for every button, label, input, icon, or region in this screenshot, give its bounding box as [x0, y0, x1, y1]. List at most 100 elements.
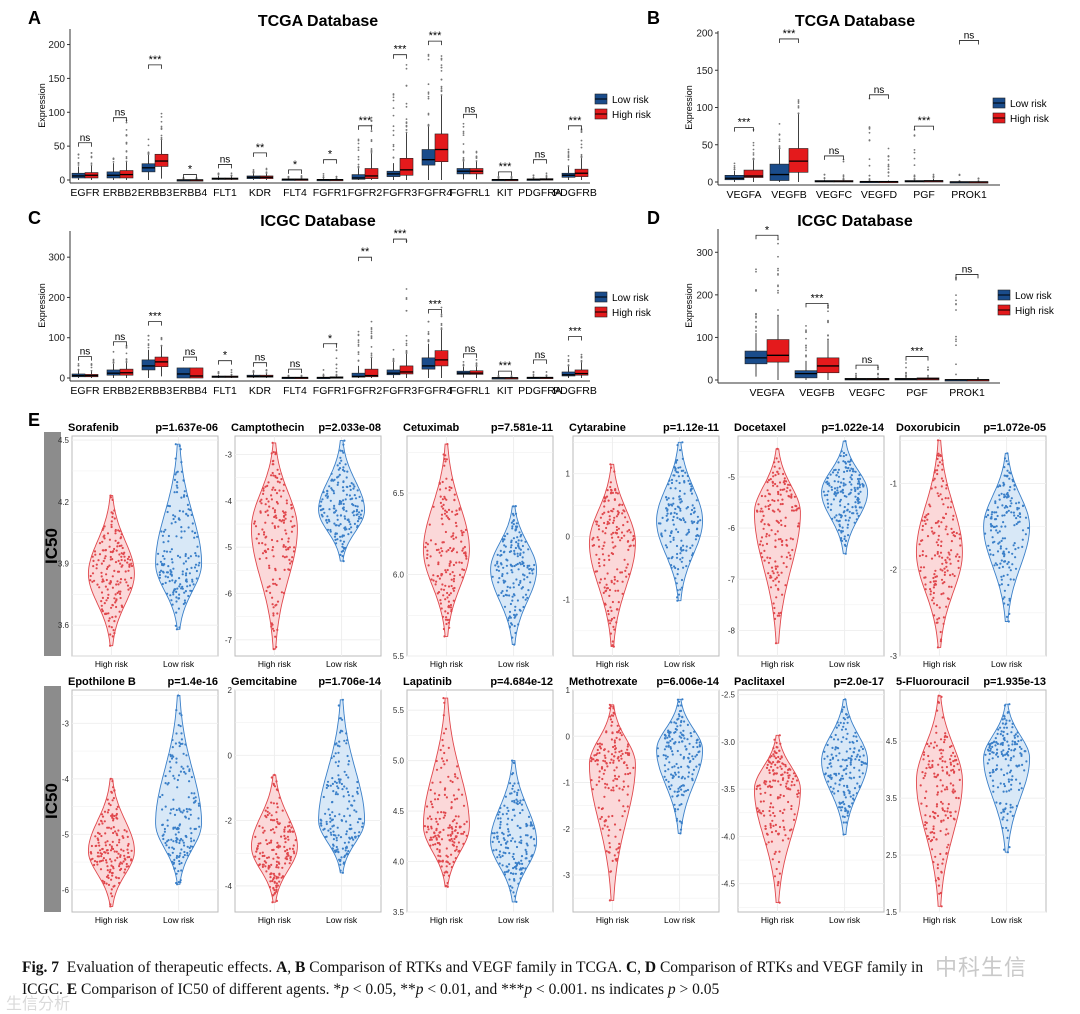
high-risk-point	[276, 803, 278, 805]
low-risk-point	[183, 771, 185, 773]
low-risk-point	[169, 551, 171, 553]
outlier-point	[78, 164, 80, 166]
significance-label: ***	[783, 28, 797, 40]
high-risk-point	[275, 646, 277, 648]
low-risk-point	[998, 567, 1000, 569]
high-risk-point	[266, 510, 268, 512]
low-risk-point	[331, 479, 333, 481]
high-risk-point	[277, 481, 279, 483]
high-risk-point	[608, 816, 610, 818]
low-risk-point	[840, 455, 842, 457]
low-risk-point	[661, 535, 663, 537]
low-risk-point	[829, 759, 831, 761]
high-risk-point	[462, 843, 464, 845]
high-risk-point	[120, 545, 122, 547]
low-risk-point	[353, 800, 355, 802]
high-risk-point	[759, 510, 761, 512]
outlier-point	[428, 59, 430, 61]
low-risk-point	[849, 470, 851, 472]
high-risk-point	[277, 822, 279, 824]
low-risk-point	[991, 511, 993, 513]
low-risk-point	[1008, 551, 1010, 553]
high-risk-point	[258, 858, 260, 860]
low-risk-point	[341, 719, 343, 721]
low-risk-point	[1017, 547, 1019, 549]
low-risk-point	[499, 807, 501, 809]
low-risk-point	[987, 509, 989, 511]
low-risk-point	[350, 531, 352, 533]
outlier-point	[869, 140, 871, 142]
low-risk-point	[688, 753, 690, 755]
high-risk-point	[610, 870, 612, 872]
high-risk-point	[437, 811, 439, 813]
y-tick-label: -5	[728, 473, 736, 482]
high-risk-point	[625, 567, 627, 569]
high-risk-point	[261, 528, 263, 530]
high-risk-point	[116, 580, 118, 582]
high-risk-point	[432, 574, 434, 576]
low-risk-point	[502, 864, 504, 866]
low-risk-point	[849, 748, 851, 750]
low-risk-point	[347, 791, 349, 793]
high-risk-point	[279, 845, 281, 847]
high-risk-point	[448, 627, 450, 629]
low-risk-point	[511, 637, 513, 639]
high-risk-point	[453, 600, 455, 602]
low-risk-point	[665, 544, 667, 546]
high-risk-point	[770, 794, 772, 796]
high-risk-point	[950, 563, 952, 565]
low-risk-point	[1004, 507, 1006, 509]
low-risk-point	[331, 811, 333, 813]
low-risk-point	[853, 799, 855, 801]
y-tick-label: -7	[728, 575, 736, 584]
low-risk-point	[178, 860, 180, 862]
low-risk-point	[180, 448, 182, 450]
low-risk-point	[681, 587, 683, 589]
low-risk-point	[856, 782, 858, 784]
low-risk-point	[680, 803, 682, 805]
y-tick-label: 1	[566, 470, 571, 479]
high-risk-point	[106, 849, 108, 851]
outlier-point	[336, 374, 338, 376]
low-risk-point	[517, 883, 519, 885]
low-risk-point	[339, 536, 341, 538]
high-risk-point	[769, 504, 771, 506]
legend-label: Low risk	[1010, 99, 1048, 110]
outlier-point	[441, 70, 443, 72]
low-risk-point	[512, 513, 514, 515]
high-risk-point	[953, 534, 955, 536]
low-risk-point	[685, 565, 687, 567]
high-risk-point	[448, 622, 450, 624]
high-risk-point	[120, 556, 122, 558]
low-risk-point	[342, 848, 344, 850]
high-risk-point	[256, 538, 258, 540]
high-risk-point	[612, 547, 614, 549]
low-risk-point	[519, 877, 521, 879]
high-risk-point	[616, 737, 618, 739]
high-risk-point	[262, 832, 264, 834]
outlier-point	[869, 175, 871, 177]
high-risk-point	[441, 505, 443, 507]
high-risk-point	[772, 825, 774, 827]
outlier-point	[734, 169, 736, 171]
high-risk-point	[269, 876, 271, 878]
high-risk-point	[441, 518, 443, 520]
high-risk-point	[104, 820, 106, 822]
high-risk-point	[270, 474, 272, 476]
outlier-point	[755, 330, 757, 332]
outlier-point	[779, 138, 781, 140]
low-risk-point	[170, 573, 172, 575]
high-risk-point	[272, 472, 274, 474]
high-risk-point	[94, 550, 96, 552]
high-risk-point	[120, 597, 122, 599]
high-risk-point	[271, 901, 273, 903]
high-risk-point	[295, 839, 297, 841]
low-risk-point	[186, 808, 188, 810]
high-risk-point	[789, 774, 791, 776]
high-risk-point	[112, 866, 114, 868]
high-risk-point	[276, 818, 278, 820]
outlier-point	[393, 107, 395, 109]
high-risk-point	[604, 586, 606, 588]
y-tick-label: 3.9	[58, 559, 70, 568]
high-risk-point	[612, 707, 614, 709]
